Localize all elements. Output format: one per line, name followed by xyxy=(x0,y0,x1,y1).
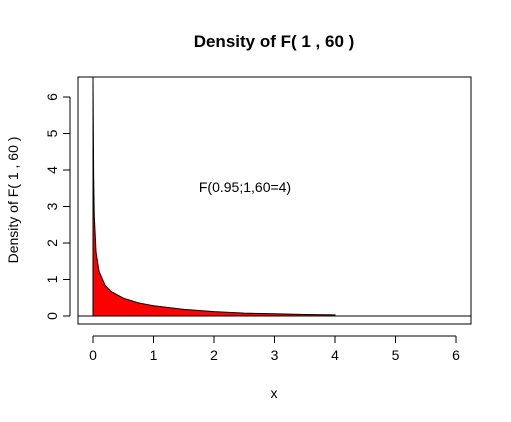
critical-value-annotation: F(0.95;1,60=4) xyxy=(199,179,291,195)
x-tick-label: 2 xyxy=(210,347,218,363)
data-layer xyxy=(78,76,471,317)
x-tick-label: 3 xyxy=(271,347,279,363)
y-tick-label: 3 xyxy=(44,202,60,210)
y-axis-label: Density of F( 1 , 60 ) xyxy=(5,137,21,264)
y-tick-label: 2 xyxy=(44,239,60,247)
plot-frame xyxy=(77,76,472,325)
y-tick-label: 5 xyxy=(44,129,60,137)
x-tick-label: 0 xyxy=(89,347,97,363)
x-tick-label: 6 xyxy=(452,347,460,363)
x-tick-label: 4 xyxy=(331,347,339,363)
density-area xyxy=(92,76,336,317)
x-axis: 0 1 2 3 4 5 6 xyxy=(89,335,460,363)
y-tick-label: 4 xyxy=(44,166,60,174)
x-tick-label: 1 xyxy=(150,347,158,363)
chart-title: Density of F( 1 , 60 ) xyxy=(194,32,355,51)
y-tick-label: 0 xyxy=(44,312,60,320)
x-tick-label: 5 xyxy=(392,347,400,363)
y-tick-label: 1 xyxy=(44,275,60,283)
y-tick-label: 6 xyxy=(44,93,60,101)
x-axis-label: x xyxy=(271,385,278,401)
y-axis: 0 1 2 3 4 5 6 xyxy=(44,93,71,320)
